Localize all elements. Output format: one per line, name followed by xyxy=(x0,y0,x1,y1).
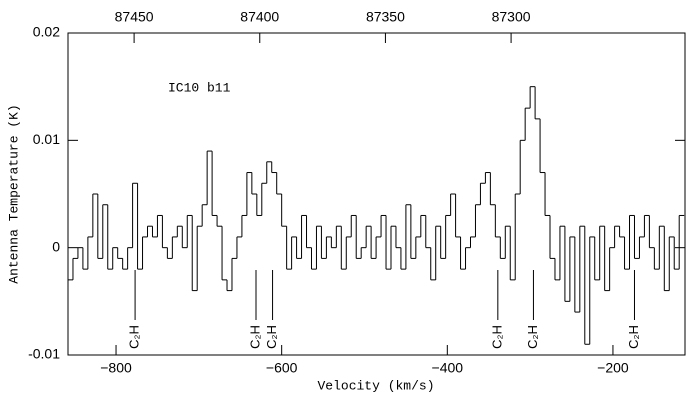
line-marker-label: C₂H xyxy=(127,325,142,349)
x2-tick-label: 87400 xyxy=(240,9,279,25)
step-risers xyxy=(72,86,680,345)
x-tick-label: −800 xyxy=(100,360,132,376)
y-tick-label: 0 xyxy=(52,238,60,254)
line-marker-label: C₂H xyxy=(525,325,540,349)
line-marker-label: C₂H xyxy=(247,325,262,349)
x-axis-label: Velocity (km/s) xyxy=(317,378,434,393)
x2-tick-label: 87450 xyxy=(115,9,154,25)
line-marker-label: C₂H xyxy=(626,325,641,349)
y-tick-label: -0.01 xyxy=(28,346,60,362)
line-marker-label: C₂H xyxy=(264,325,279,349)
plot-frame xyxy=(67,32,686,356)
x2-tick-label: 87350 xyxy=(366,9,405,25)
annotation: IC10 b11 xyxy=(168,80,231,95)
y-tick-label: 0.02 xyxy=(33,24,60,40)
y-axis-label: Antenna Temperature (K) xyxy=(6,104,21,283)
x-tick-label: −400 xyxy=(432,360,464,376)
y-tick-label: 0.01 xyxy=(33,131,60,147)
x-tick-label: −600 xyxy=(266,360,298,376)
x-tick-label: −200 xyxy=(597,360,629,376)
x2-tick-label: 87300 xyxy=(492,9,531,25)
line-marker-label: C₂H xyxy=(489,325,504,349)
